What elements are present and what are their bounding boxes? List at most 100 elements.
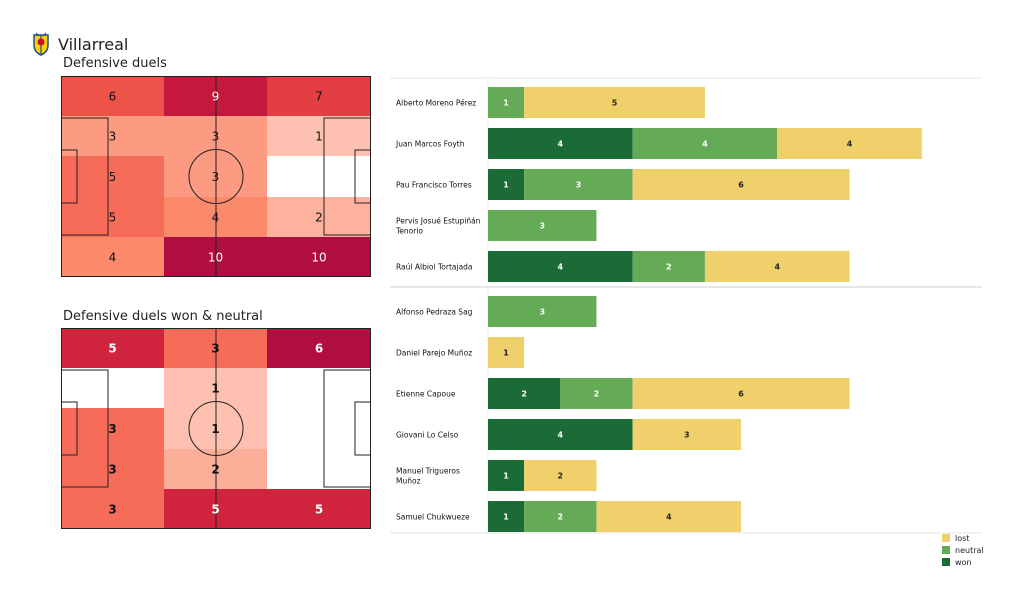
heatmap-value-label: 3 — [211, 342, 219, 356]
stacked-bar-chart-players: Alberto Moreno Pérez 1 5 Juan Marcos Foyth 4… — [390, 77, 982, 534]
bar-segment-won — [488, 501, 525, 532]
bar-segment-neutral — [560, 378, 633, 409]
heatmap-cell — [61, 449, 164, 489]
heatmap-value-label: 10 — [208, 251, 223, 265]
bar-value-label: 6 — [738, 390, 744, 399]
legend-swatch-neutral — [942, 546, 950, 554]
bar-segment-neutral — [524, 501, 597, 532]
bar-segment-lost — [632, 169, 850, 200]
bar-value-label: 5 — [612, 99, 618, 108]
heatmap-cell — [267, 237, 371, 277]
bar-segment-lost — [632, 378, 850, 409]
chart-legend: lost neutral won — [942, 532, 984, 568]
bar-value-label: 4 — [558, 431, 564, 440]
player-name-label: Daniel Parejo Muñoz — [396, 349, 472, 358]
heatmap-value-label: 5 — [108, 342, 116, 356]
heatmap-cell — [61, 489, 164, 529]
pitch-penalty-box-right — [323, 117, 371, 236]
bar-value-label: 1 — [503, 181, 509, 190]
bar-segment-lost — [632, 419, 742, 450]
heatmap-value-label: 2 — [315, 211, 323, 225]
bar-segment-won — [488, 378, 561, 409]
heatmap-cell — [61, 76, 164, 116]
bar-value-label: 1 — [503, 472, 509, 481]
legend-label-won: won — [955, 557, 972, 567]
pitch-goal-box-left — [61, 149, 78, 204]
bar-value-label: 2 — [666, 263, 672, 272]
player-name-label: Alberto Moreno Pérez — [396, 99, 476, 108]
bar-segment-won — [488, 460, 525, 491]
heatmap-title-duels-won-neutral: Defensive duels won & neutral — [63, 309, 263, 324]
pitch-penalty-box-left — [61, 369, 109, 488]
bar-value-label: 2 — [594, 390, 600, 399]
bar-value-label: 6 — [738, 181, 744, 190]
bar-segment-won — [488, 128, 633, 159]
legend-swatch-won — [942, 558, 950, 566]
heatmap-value-label: 5 — [211, 503, 219, 517]
heatmap-cell — [61, 408, 164, 449]
bar-value-label: 1 — [503, 99, 509, 108]
pitch-center-circle — [188, 401, 244, 456]
heatmap-defensive-duels: 6 9 7 3 3 1 5 3 5 4 2 4 10 10 — [61, 76, 371, 277]
pitch-goal-box-right — [354, 149, 371, 204]
heatmap-value-label: 4 — [212, 211, 220, 225]
bar-value-label: 4 — [847, 140, 853, 149]
bar-value-label: 4 — [666, 513, 672, 522]
heatmap-cell — [267, 328, 371, 368]
heatmap-title-defensive-duels: Defensive duels — [63, 56, 167, 71]
bar-value-label: 2 — [558, 472, 564, 481]
team-name: Villarreal — [58, 34, 129, 54]
pitch-penalty-box-right — [323, 369, 371, 488]
heatmap-value-label: 7 — [315, 90, 323, 104]
bar-value-label: 2 — [521, 390, 527, 399]
bar-segment-won — [488, 169, 525, 200]
heatmap-cell — [267, 368, 371, 408]
bar-value-label: 1 — [503, 513, 509, 522]
player-name-label: Pervis Josué Estupiñán Tenorio — [395, 217, 481, 236]
bar-segment-lost — [488, 337, 525, 368]
bar-segment-neutral — [488, 296, 597, 327]
bar-segment-lost — [524, 87, 705, 118]
pitch-center-circle — [188, 149, 244, 204]
player-name-label: Manuel Trigueros Muñoz — [396, 467, 460, 486]
bar-value-label: 3 — [539, 308, 545, 317]
bar-value-label: 4 — [558, 263, 564, 272]
heatmap-value-label: 5 — [109, 170, 117, 184]
heatmap-cell — [267, 489, 371, 529]
bar-value-label: 3 — [684, 431, 690, 440]
player-name-label: Pau Francisco Torres — [396, 181, 472, 190]
heatmap-value-label: 6 — [109, 90, 117, 104]
player-name-label: Etienne Capoue — [396, 390, 456, 399]
villarreal-crest-icon — [33, 32, 49, 56]
pitch-goal-box-right — [354, 401, 371, 456]
heatmap-cell — [267, 76, 371, 116]
heatmap-cell — [267, 449, 371, 489]
heatmap-cell — [61, 116, 164, 156]
bar-segment-neutral — [632, 128, 778, 159]
heatmap-value-label: 3 — [108, 503, 116, 517]
bar-segment-neutral — [488, 210, 597, 241]
bar-segment-won — [488, 419, 633, 450]
heatmap-value-label: 3 — [212, 130, 220, 144]
heatmap-value-label: 3 — [212, 170, 220, 184]
bar-value-label: 4 — [558, 140, 564, 149]
player-name-label: Samuel Chukwueze — [396, 513, 470, 522]
bar-segment-lost — [704, 251, 850, 282]
heatmap-value-label: 3 — [108, 463, 116, 477]
legend-item-neutral: neutral — [942, 544, 984, 556]
heatmap-cell — [267, 408, 371, 449]
heatmap-cell — [267, 156, 371, 197]
bar-segment-lost — [524, 460, 597, 491]
heatmap-value-label: 2 — [211, 463, 219, 477]
heatmap-value-label: 1 — [211, 422, 219, 436]
legend-item-won: won — [942, 556, 984, 568]
heatmap-value-label: 6 — [315, 342, 323, 356]
heatmap-cell — [61, 368, 164, 408]
heatmap-cell — [61, 328, 164, 368]
pitch-goal-box-left — [61, 401, 78, 456]
legend-label-neutral: neutral — [955, 545, 984, 555]
bar-segment-lost — [596, 501, 742, 532]
heatmap-value-label: 1 — [211, 382, 219, 396]
heatmap-value-label: 10 — [311, 251, 326, 265]
heatmap-value-label: 5 — [109, 211, 117, 225]
